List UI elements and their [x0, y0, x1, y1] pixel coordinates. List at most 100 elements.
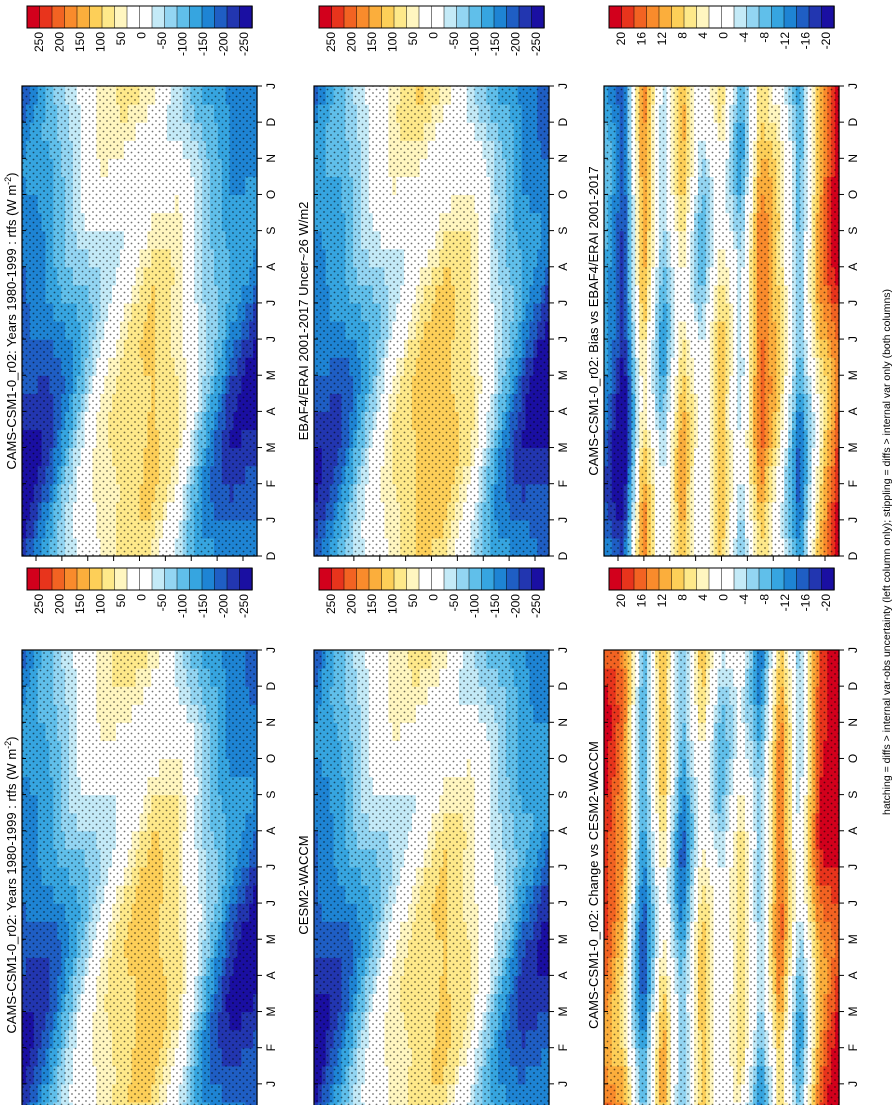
colorbar-label: -100 — [467, 32, 481, 56]
colorbar-swatch — [139, 5, 153, 29]
colorbar-swatch — [468, 5, 483, 29]
colorbar-frame — [26, 567, 253, 591]
colorbar-label: 250 — [32, 594, 46, 614]
colorbar-label: 250 — [32, 32, 46, 52]
month-label: M — [264, 1007, 278, 1017]
colorbar-label: 50 — [114, 594, 128, 608]
colorbar-swatch — [493, 5, 508, 29]
month-label: S — [264, 227, 278, 235]
colorbar-swatch — [343, 5, 358, 29]
colorbar-swatch — [39, 567, 53, 591]
colorbar-label: 150 — [73, 594, 87, 614]
month-label: J — [264, 83, 278, 89]
panel-title: CAMS-CSM1-0_r02: Years 1980-1999 : rtfs … — [3, 736, 19, 1033]
month-label: J — [264, 336, 278, 342]
colorbar-swatch — [201, 5, 216, 29]
colorbar-swatch — [531, 5, 545, 29]
month-label: O — [264, 190, 278, 199]
colorbar-swatch — [481, 5, 495, 29]
month-label: J — [556, 336, 570, 342]
colorbar-label: -150 — [488, 32, 502, 56]
colorbar-label: 200 — [53, 594, 67, 614]
month-label: N — [264, 154, 278, 163]
month-label: A — [264, 263, 278, 271]
colorbar-swatch — [226, 567, 241, 591]
month-label: J — [264, 517, 278, 523]
colorbar-swatch — [26, 567, 41, 591]
colorbar-label: 200 — [345, 32, 359, 52]
month-label: O — [556, 190, 570, 199]
stippling — [22, 650, 257, 1105]
month-label: M — [556, 443, 570, 453]
colorbar-label: -200 — [508, 32, 522, 56]
colorbar-swatch — [164, 5, 178, 29]
colorbar-label: 100 — [94, 32, 108, 52]
month-label: A — [264, 407, 278, 415]
month-label: D — [264, 551, 278, 560]
colorbar-swatch — [176, 567, 191, 591]
colorbar-label: -100 — [175, 594, 189, 618]
panel-3: DJFMAMJJASONDJ80604020020406080°N°SEBAF4… — [296, 5, 570, 581]
colorbar-label: 100 — [386, 32, 400, 52]
colorbar-swatch — [101, 567, 116, 591]
colorbar-swatch — [201, 567, 216, 591]
colorbar-swatch — [214, 567, 228, 591]
colorbar-label: -50 — [155, 32, 169, 50]
colorbar-swatch — [26, 5, 41, 29]
colorbar-swatch — [189, 567, 203, 591]
colorbar-swatch — [89, 567, 103, 591]
month-label: A — [556, 263, 570, 271]
panel-title: CAMS-CSM1-0_r02: Years 1980-1999 : rtfs … — [3, 172, 19, 469]
colorbar-swatch — [51, 5, 66, 29]
colorbar-swatch — [64, 5, 78, 29]
colorbar-swatch — [331, 5, 345, 29]
colorbar-swatch — [239, 5, 253, 29]
month-label: J — [556, 83, 570, 89]
colorbar-label: 50 — [406, 32, 420, 46]
month-label: N — [264, 718, 278, 727]
colorbar-swatch — [89, 5, 103, 29]
colorbar-label: -250 — [237, 594, 251, 618]
month-label: F — [556, 480, 570, 487]
title-end: ) — [4, 736, 19, 740]
colorbar-swatch — [506, 5, 520, 29]
colorbar-swatch — [139, 567, 153, 591]
colorbar-swatch — [456, 5, 470, 29]
colorbar-label: -100 — [175, 32, 189, 56]
colorbar-swatch — [126, 567, 141, 591]
colorbar-swatch — [189, 5, 203, 29]
colorbar-swatch — [518, 5, 533, 29]
month-label: S — [556, 227, 570, 235]
stippling — [314, 86, 549, 556]
month-label: J — [556, 300, 570, 306]
colorbar-swatch — [126, 5, 141, 29]
colorbar-label: 250 — [324, 32, 338, 52]
colorbar-swatch — [226, 5, 241, 29]
month-label: S — [264, 791, 278, 799]
colorbar-label: 50 — [114, 32, 128, 46]
colorbar-swatch — [76, 5, 91, 29]
colorbar-label: 150 — [365, 32, 379, 52]
month-label: M — [264, 370, 278, 380]
month-label: M — [556, 370, 570, 380]
colorbar-swatch — [51, 567, 66, 591]
month-label: J — [556, 517, 570, 523]
colorbar-swatch — [356, 5, 370, 29]
month-label: J — [264, 1081, 278, 1087]
colorbar-label: 0 — [135, 32, 149, 39]
colorbar-swatch — [64, 567, 78, 591]
month-label: A — [264, 827, 278, 835]
colorbar-swatch — [318, 5, 333, 29]
colorbar-swatch — [418, 5, 433, 29]
month-label: D — [556, 117, 570, 126]
colorbar-swatch — [76, 567, 91, 591]
month-label: J — [264, 300, 278, 306]
title-superscript: -2 — [3, 741, 13, 749]
colorbar-label: 150 — [73, 32, 87, 52]
month-label: A — [556, 407, 570, 415]
month-label: J — [264, 900, 278, 906]
title-superscript: -2 — [3, 177, 13, 185]
month-label: N — [556, 154, 570, 163]
colorbar-swatch — [101, 5, 116, 29]
